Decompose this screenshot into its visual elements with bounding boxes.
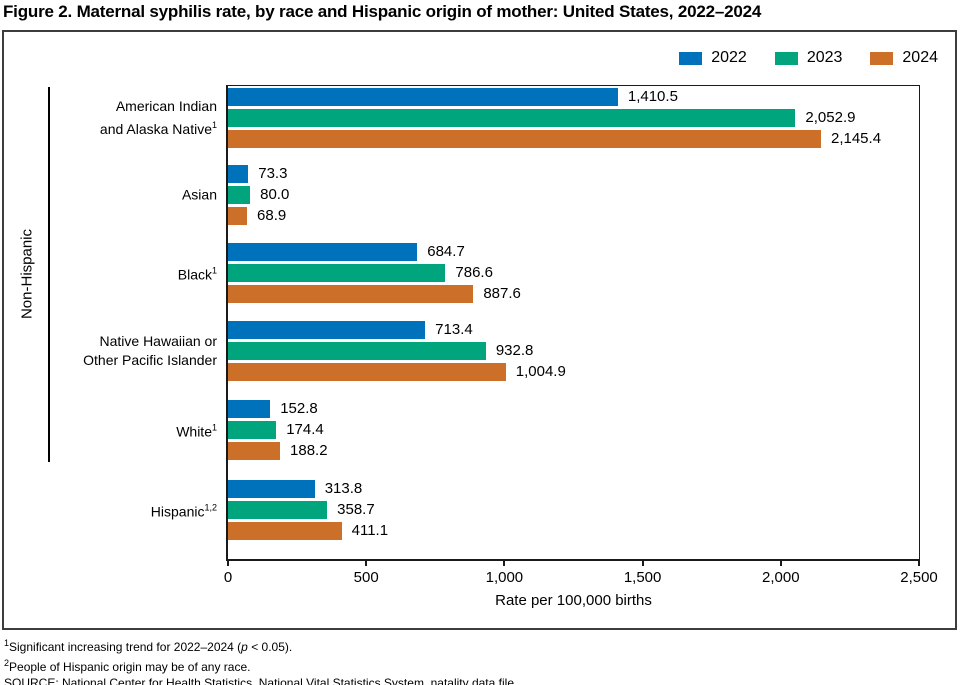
x-axis-tick (503, 559, 506, 566)
x-axis-tick (779, 559, 782, 566)
bar-value-label: 786.6 (455, 264, 493, 281)
bar-2024 (228, 207, 248, 225)
footnote-1-marker: 1 (4, 638, 10, 648)
x-axis-tick (641, 559, 644, 566)
bar-2024 (228, 522, 342, 540)
bar-2023 (228, 421, 277, 439)
bar-value-label: 713.4 (435, 321, 473, 338)
x-axis-tick (918, 559, 920, 566)
legend-label: 2022 (711, 49, 747, 66)
bar-value-label: 684.7 (427, 243, 465, 260)
bar-value-label: 2,145.4 (830, 130, 882, 147)
bar-2023 (228, 109, 796, 127)
category-label: Black1 (177, 265, 217, 283)
source-note: SOURCE: National Center for Health Stati… (4, 676, 518, 685)
bar-2022 (228, 480, 315, 498)
legend: 2022 2023 2024 (679, 49, 938, 67)
category-label: Asian (181, 186, 217, 203)
bar-2022 (228, 88, 618, 106)
bar-value-label: 1,004.9 (515, 363, 566, 380)
x-axis-tick-label: 500 (353, 569, 379, 586)
non-hispanic-group-label: Non-Hispanic (18, 228, 36, 320)
bar-value-label: 932.8 (495, 342, 534, 359)
bar-2022 (228, 165, 249, 183)
bar-value-label: 2,052.9 (805, 109, 856, 126)
bar-2022 (228, 321, 426, 339)
bar-value-label: 152.8 (280, 400, 318, 417)
legend-item-2023: 2023 (774, 49, 843, 67)
footnote-2-marker: 2 (4, 658, 10, 668)
figure-title: Figure 2. Maternal syphilis rate, by rac… (3, 2, 762, 21)
bar-2023 (228, 342, 486, 360)
legend-swatch-2024 (870, 51, 894, 65)
legend-swatch-2023 (774, 51, 798, 65)
category-label: American Indian and Alaska Native1 (99, 98, 217, 137)
bar-value-label: 174.4 (286, 421, 324, 438)
bar-value-label: 358.7 (337, 501, 375, 518)
x-axis-tick-label: 1,000 (485, 569, 524, 586)
legend-item-2024: 2024 (870, 49, 938, 67)
x-axis-tick (365, 559, 368, 566)
bar-2023 (228, 264, 446, 282)
non-hispanic-bracket-line (48, 87, 50, 462)
legend-label: 2023 (806, 49, 843, 66)
x-axis-tick (227, 559, 229, 566)
bar-value-label: 313.8 (324, 480, 363, 497)
bar-2024 (228, 285, 474, 303)
footnote-1: 1Significant increasing trend for 2022–2… (4, 638, 293, 654)
bar-2023 (228, 186, 251, 204)
category-label: White1 (176, 422, 217, 440)
bar-value-label: 188.2 (290, 442, 328, 459)
bar-2024 (228, 442, 281, 460)
footnote-2: 2People of Hispanic origin may be of any… (4, 658, 251, 674)
bar-2024 (228, 130, 821, 148)
category-label: Native Hawaiian or Other Pacific Islander (83, 333, 217, 368)
footnotes: 1Significant increasing trend for 2022–2… (4, 635, 517, 685)
bar-2024 (228, 363, 506, 381)
bar-value-label: 73.3 (258, 165, 288, 182)
legend-label: 2024 (902, 49, 938, 66)
legend-swatch-2022 (679, 51, 703, 65)
bar-value-label: 887.6 (483, 285, 521, 302)
bar-value-label: 1,410.5 (627, 88, 678, 105)
bar-value-label: 80.0 (260, 186, 290, 203)
x-axis-tick-label: 2,500 (900, 569, 938, 586)
bar-2022 (228, 243, 418, 261)
category-label: Hispanic1,2 (150, 502, 217, 520)
bar-value-label: 68.9 (257, 207, 287, 224)
bar-2023 (228, 501, 328, 519)
bar-value-label: 411.1 (351, 522, 389, 539)
x-axis-title: Rate per 100,000 births (495, 592, 652, 609)
x-axis-tick-label: 2,000 (762, 569, 800, 586)
x-axis-tick-label: 1,500 (623, 569, 662, 586)
plot-area: Rate per 100,000 births 1,410.5 2,052.9 2,… (83, 85, 938, 609)
bar-2022 (228, 400, 271, 418)
x-axis-tick-label: 0 (223, 569, 233, 586)
legend-item-2022: 2022 (679, 49, 747, 67)
